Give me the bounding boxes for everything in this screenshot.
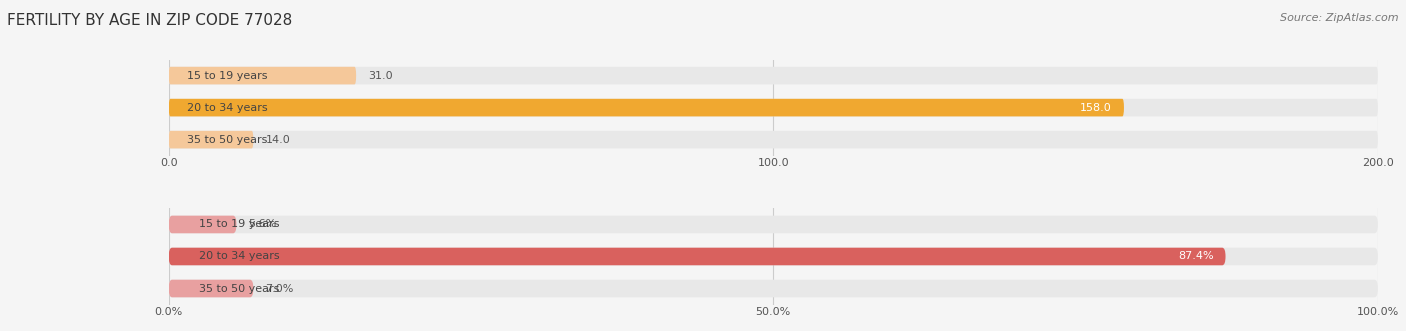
FancyBboxPatch shape	[169, 216, 236, 233]
Text: 158.0: 158.0	[1080, 103, 1112, 113]
Text: 31.0: 31.0	[368, 71, 392, 80]
Text: 15 to 19 years: 15 to 19 years	[187, 71, 267, 80]
Text: FERTILITY BY AGE IN ZIP CODE 77028: FERTILITY BY AGE IN ZIP CODE 77028	[7, 13, 292, 28]
Text: 20 to 34 years: 20 to 34 years	[187, 103, 267, 113]
Text: 15 to 19 years: 15 to 19 years	[200, 219, 280, 229]
FancyBboxPatch shape	[169, 67, 1378, 84]
FancyBboxPatch shape	[169, 99, 1123, 117]
FancyBboxPatch shape	[169, 280, 253, 297]
FancyBboxPatch shape	[169, 99, 1378, 117]
Text: Source: ZipAtlas.com: Source: ZipAtlas.com	[1281, 13, 1399, 23]
Text: 14.0: 14.0	[266, 135, 290, 145]
FancyBboxPatch shape	[169, 131, 1378, 148]
Text: 35 to 50 years: 35 to 50 years	[200, 284, 280, 294]
FancyBboxPatch shape	[169, 280, 1378, 297]
Text: 35 to 50 years: 35 to 50 years	[187, 135, 267, 145]
Text: 87.4%: 87.4%	[1178, 252, 1213, 261]
Text: 7.0%: 7.0%	[266, 284, 294, 294]
FancyBboxPatch shape	[169, 248, 1378, 265]
FancyBboxPatch shape	[169, 248, 1226, 265]
FancyBboxPatch shape	[169, 67, 356, 84]
FancyBboxPatch shape	[169, 131, 253, 148]
Text: 5.6%: 5.6%	[249, 219, 277, 229]
FancyBboxPatch shape	[169, 216, 1378, 233]
Text: 20 to 34 years: 20 to 34 years	[200, 252, 280, 261]
